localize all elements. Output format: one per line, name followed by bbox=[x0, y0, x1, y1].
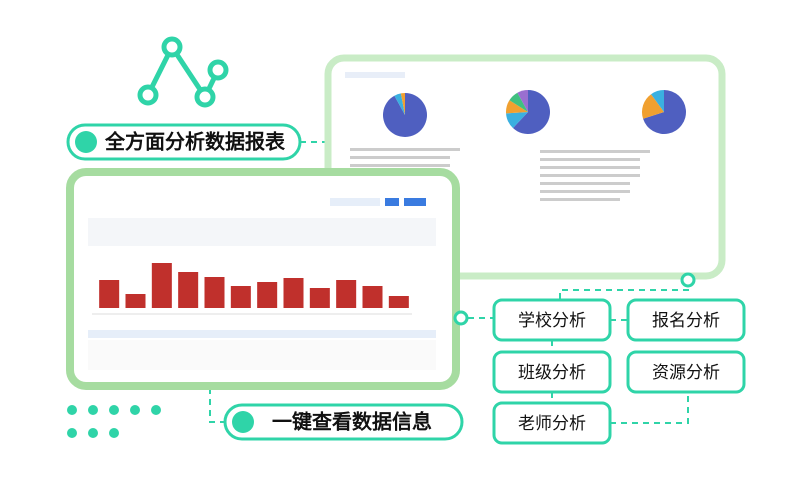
button-label: 班级分析 bbox=[518, 363, 586, 383]
button-label: 资源分析 bbox=[652, 363, 720, 383]
pie-slice bbox=[394, 93, 405, 115]
analysis-button[interactable]: 报名分析 bbox=[626, 298, 746, 342]
dots bbox=[67, 405, 161, 438]
bar bbox=[362, 286, 383, 308]
bar bbox=[230, 286, 251, 308]
bar bbox=[151, 263, 172, 308]
pie-slice bbox=[512, 90, 551, 134]
analysis-button[interactable]: 资源分析 bbox=[626, 350, 746, 394]
button-label: 报名分析 bbox=[652, 311, 720, 331]
bar bbox=[309, 288, 330, 308]
headline: 全方面分析数据报表 bbox=[104, 130, 286, 154]
bar bbox=[204, 277, 225, 308]
button-box bbox=[492, 401, 612, 445]
headline: 一键查看数据信息 bbox=[272, 410, 432, 434]
node bbox=[453, 310, 469, 326]
bar bbox=[178, 272, 199, 308]
pie-slice bbox=[506, 100, 528, 114]
bar bbox=[388, 296, 409, 308]
button-box bbox=[626, 350, 746, 394]
bar bbox=[125, 294, 146, 308]
bar bbox=[336, 280, 357, 308]
bar bbox=[283, 278, 304, 308]
button-label: 学校分析 bbox=[518, 311, 586, 331]
analysis-button[interactable]: 学校分析 bbox=[492, 298, 612, 342]
headline-pill: 一键查看数据信息 bbox=[223, 403, 464, 441]
bar bbox=[99, 280, 120, 308]
network-icon bbox=[137, 36, 229, 108]
pie-slice bbox=[643, 90, 687, 134]
headline-pill: 全方面分析数据报表 bbox=[66, 123, 302, 161]
pie-slice bbox=[517, 90, 528, 112]
pie-slice bbox=[651, 90, 664, 112]
front-screenshot bbox=[88, 198, 436, 370]
analysis-button[interactable]: 老师分析 bbox=[492, 401, 612, 445]
back-screenshot bbox=[345, 72, 687, 201]
analysis-button[interactable]: 班级分析 bbox=[492, 350, 612, 394]
pie-slice bbox=[400, 93, 405, 115]
pie-slice bbox=[382, 93, 427, 138]
button-box bbox=[492, 350, 612, 394]
pie-slice bbox=[509, 92, 528, 112]
pie-slice bbox=[506, 112, 528, 129]
button-box bbox=[492, 298, 612, 342]
node bbox=[680, 272, 696, 288]
button-box bbox=[626, 298, 746, 342]
bar bbox=[257, 282, 278, 308]
pie-slice bbox=[642, 94, 664, 119]
button-label: 老师分析 bbox=[518, 414, 586, 434]
